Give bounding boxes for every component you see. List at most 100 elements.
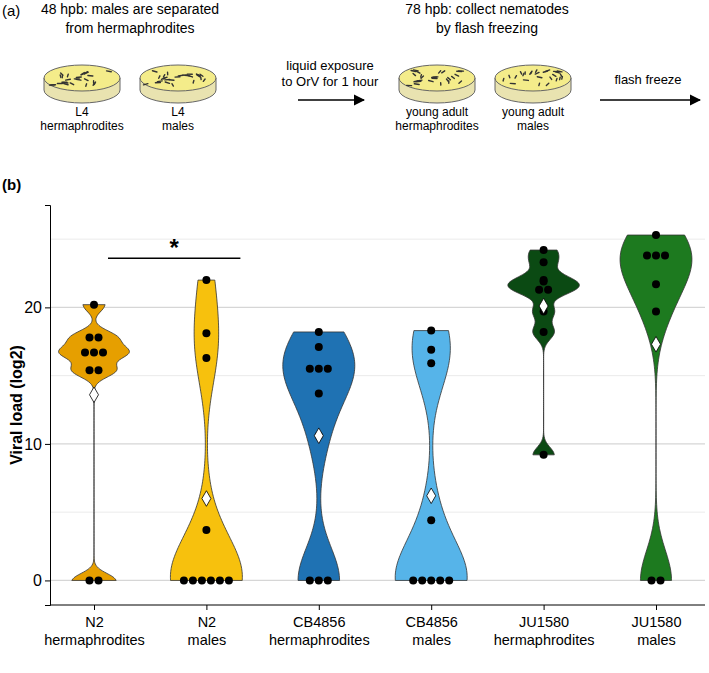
significance-label: *: [170, 234, 180, 261]
worm: [515, 76, 516, 78]
worm: [432, 78, 437, 80]
worm: [411, 70, 416, 72]
x-axis-line: [50, 605, 705, 606]
figure: (a)48 hpb: males are separatedfrom herma…: [0, 0, 709, 673]
worm: [530, 72, 532, 74]
point: [445, 576, 453, 584]
worm: [200, 74, 203, 76]
worm: [63, 82, 68, 84]
worm: [57, 83, 62, 84]
point: [225, 576, 233, 584]
point: [207, 576, 215, 584]
minor-grid-line: [50, 239, 705, 240]
worm: [439, 71, 441, 73]
point: [652, 280, 660, 288]
point: [427, 359, 435, 367]
y-axis-title: Viral load (log2): [8, 345, 25, 465]
point: [81, 348, 89, 356]
worm: [60, 75, 62, 77]
worm: [67, 74, 69, 76]
petri-dish: [140, 65, 216, 103]
dish-label: L4: [75, 105, 89, 119]
panel-b: (b)01020N2hermaphroditesN2malesCB4856her…: [2, 176, 705, 648]
worm: [85, 84, 87, 86]
grid-line: [50, 443, 705, 444]
point: [427, 346, 435, 354]
step-text: 78 hpb: collect nematodes: [405, 1, 568, 17]
worm: [161, 78, 165, 80]
point: [648, 576, 656, 584]
x-tick-mark: [431, 605, 432, 610]
arrow: [600, 99, 700, 101]
violin: [59, 305, 130, 581]
worm: [155, 82, 160, 84]
y-axis-line: [45, 206, 51, 606]
worm: [203, 79, 205, 81]
dish-label: young adult: [406, 105, 469, 119]
step-text: from hermaphrodites: [65, 20, 194, 36]
worm: [169, 79, 174, 81]
point: [95, 333, 103, 341]
violin: [508, 250, 579, 455]
grid-line: [50, 580, 705, 581]
point: [657, 576, 665, 584]
worm: [546, 83, 548, 85]
worm: [76, 79, 81, 81]
point: [427, 576, 435, 584]
point: [86, 333, 94, 341]
worm: [81, 73, 84, 75]
worm: [413, 73, 415, 75]
worm: [546, 70, 550, 71]
x-tick-label: CB4856males: [405, 614, 457, 648]
y-tick-label: 10: [24, 436, 42, 453]
point: [409, 576, 417, 584]
worm: [185, 75, 190, 77]
x-tick: N2males: [188, 605, 227, 648]
point: [652, 231, 660, 239]
worm: [197, 75, 200, 77]
y-tick-label: 0: [33, 572, 42, 589]
point: [540, 258, 548, 266]
point: [86, 366, 94, 374]
minor-grid-line: [50, 512, 705, 513]
point: [306, 365, 314, 373]
worm: [523, 73, 524, 75]
worm: [550, 77, 552, 79]
worm: [531, 71, 532, 73]
petri-dish: [399, 65, 475, 103]
violin: [170, 280, 242, 580]
mean-marker: [202, 491, 211, 507]
worm: [455, 74, 459, 76]
panel-a: (a)48 hpb: males are separatedfrom herma…: [2, 1, 700, 133]
worm: [163, 75, 164, 77]
point: [202, 526, 210, 534]
point: [95, 576, 103, 584]
y-tick-label: 20: [24, 299, 42, 316]
x-tick-mark: [319, 605, 320, 610]
x-tick: CB4856hermaphrodites: [269, 605, 370, 648]
point: [189, 576, 197, 584]
mean-marker: [652, 336, 661, 352]
point: [315, 343, 323, 351]
worm: [152, 71, 156, 72]
x-tick-label: CB4856hermaphrodites: [269, 614, 370, 648]
violin: [283, 332, 355, 580]
x-tick-label: JU1580hermaphrodites: [494, 614, 595, 648]
worm: [172, 84, 173, 86]
petri-dish: [495, 65, 571, 103]
worm: [432, 76, 437, 78]
worm: [62, 81, 67, 82]
point: [540, 451, 548, 459]
worm: [429, 81, 433, 82]
worm: [537, 76, 542, 78]
worm: [510, 83, 515, 85]
chart-title: (b): [2, 176, 21, 193]
point: [324, 365, 332, 373]
point: [661, 252, 669, 260]
y-axis: 0 10 20: [24, 206, 50, 606]
worm: [452, 76, 455, 78]
worm: [76, 76, 81, 78]
petri-dish: [44, 65, 120, 103]
worm: [85, 72, 89, 74]
worm: [457, 71, 462, 73]
